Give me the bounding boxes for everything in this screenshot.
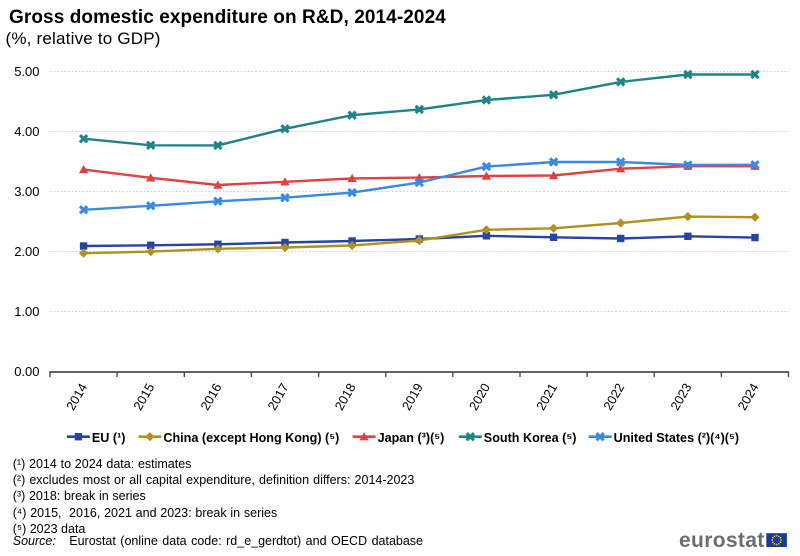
svg-text:2016: 2016: [197, 381, 224, 413]
svg-text:eurostat: eurostat: [679, 529, 765, 552]
svg-text:2021: 2021: [533, 381, 560, 413]
svg-text:0.00: 0.00: [14, 364, 39, 379]
svg-text:4.00: 4.00: [14, 124, 39, 139]
svg-text:2023: 2023: [667, 381, 694, 413]
svg-text:Japan (³)(⁵): Japan (³)(⁵): [378, 431, 445, 445]
svg-text:South Korea (⁵): South Korea (⁵): [484, 431, 577, 445]
svg-text:1.00: 1.00: [14, 304, 39, 319]
svg-text:EU (¹): EU (¹): [92, 431, 126, 445]
svg-text:2018: 2018: [331, 381, 358, 413]
svg-text:United States (²)(⁴)(⁵): United States (²)(⁴)(⁵): [614, 431, 739, 445]
svg-text:2019: 2019: [399, 381, 426, 413]
svg-text:2024: 2024: [734, 381, 761, 413]
svg-text:3.00: 3.00: [14, 184, 39, 199]
svg-text:2015: 2015: [130, 381, 157, 413]
svg-text:2.00: 2.00: [14, 244, 39, 259]
svg-text:2017: 2017: [264, 381, 291, 413]
svg-text:2014: 2014: [63, 381, 90, 413]
svg-text:5.00: 5.00: [14, 64, 39, 79]
svg-text:2022: 2022: [600, 381, 627, 413]
svg-text:China (except Hong Kong) (⁵): China (except Hong Kong) (⁵): [163, 431, 339, 445]
svg-text:2020: 2020: [466, 381, 493, 413]
